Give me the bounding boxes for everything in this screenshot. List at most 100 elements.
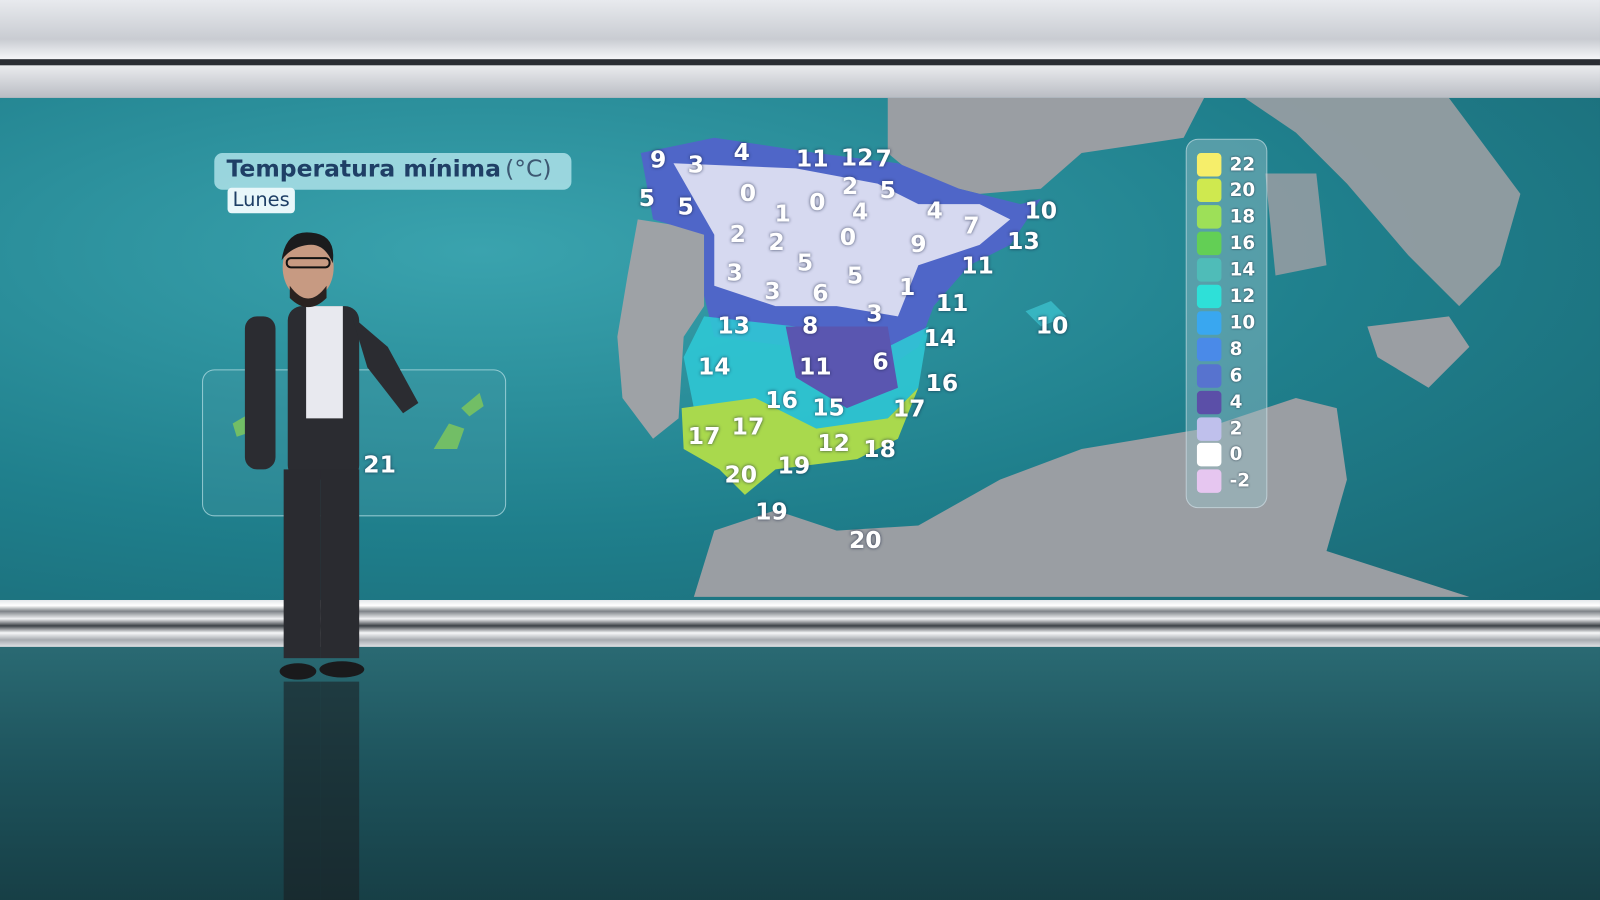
- temperature-label: 7: [875, 145, 892, 173]
- legend-value: 20: [1229, 179, 1256, 202]
- legend-swatch: [1196, 178, 1222, 203]
- temperature-label: 7: [963, 213, 980, 240]
- temperature-label: 9: [910, 231, 927, 259]
- temperature-label: 6: [872, 348, 889, 376]
- legend-item: 10: [1196, 311, 1255, 335]
- spain-interior: [785, 326, 898, 409]
- canary-island-lanzarote: [461, 392, 484, 417]
- temperature-label: 17: [731, 414, 765, 441]
- temperature-label: 4: [926, 197, 943, 225]
- temperature-label: 0: [839, 224, 857, 252]
- legend-swatch: [1196, 469, 1222, 494]
- temperature-label: 12: [840, 144, 874, 172]
- temperature-label: 20: [724, 462, 758, 489]
- temperature-label: 5: [846, 263, 864, 290]
- temperature-label: 10: [1035, 313, 1069, 340]
- temperature-label: 5: [796, 249, 814, 277]
- legend-item: 14: [1196, 258, 1256, 282]
- temperature-label: 0: [809, 189, 826, 217]
- day-badge: Lunes: [227, 187, 295, 214]
- legend-item: 18: [1196, 205, 1256, 229]
- temperature-label: 2: [841, 173, 859, 200]
- portugal-land: [617, 219, 705, 439]
- legend-swatch: [1196, 443, 1222, 467]
- spain-south-warm: [681, 387, 919, 495]
- temperature-label: 18: [863, 436, 896, 464]
- sicily-land: [1367, 316, 1470, 388]
- temperature-label: 13: [717, 313, 751, 340]
- temperature-label: 17: [687, 423, 721, 450]
- temperature-label: 15: [812, 394, 845, 422]
- legend-value: 16: [1229, 232, 1256, 255]
- sardinia-land: [1265, 173, 1327, 276]
- title-unit: (°C): [505, 156, 552, 183]
- spain-snow: [673, 163, 1011, 317]
- ceiling-stripe: [0, 59, 1600, 66]
- temperature-label: 14: [923, 325, 957, 353]
- legend-value: 22: [1229, 153, 1256, 175]
- canary-island-east: [433, 423, 465, 449]
- temperature-label: 19: [755, 498, 788, 526]
- legend-swatch: [1196, 258, 1222, 282]
- canary-temp-label: 21: [363, 452, 396, 479]
- temperature-label: 11: [935, 290, 969, 318]
- legend-item: 12: [1196, 284, 1255, 309]
- legend-swatch: [1196, 390, 1222, 414]
- legend-value: 4: [1229, 391, 1243, 413]
- italy-land: [1244, 97, 1521, 307]
- temperature-label: 11: [798, 354, 832, 381]
- legend-item: 22: [1196, 152, 1256, 177]
- temperature-label: 1: [898, 274, 916, 302]
- temperature-label: 4: [852, 198, 869, 226]
- temperature-label: 0: [739, 180, 757, 208]
- temperature-label: 9: [649, 146, 667, 174]
- legend-swatch: [1196, 416, 1222, 441]
- legend-value: 2: [1229, 417, 1243, 440]
- legend-swatch: [1196, 152, 1222, 177]
- temperature-label: 20: [848, 527, 882, 555]
- title-panel: [214, 153, 572, 190]
- legend-swatch: [1196, 363, 1222, 388]
- legend-item: 2: [1196, 416, 1243, 441]
- temperature-label: 6: [812, 280, 829, 308]
- legend-value: 6: [1229, 364, 1243, 387]
- color-legend: 22 20 18 16 14 12 10 8 6 4 2 0 -2: [1185, 138, 1268, 509]
- map-title: Temperatura mínima (°C): [227, 156, 552, 183]
- presenter-figure: [244, 232, 419, 680]
- temperature-label: 5: [879, 177, 896, 205]
- temperature-label: 4: [733, 139, 751, 167]
- legend-value: 0: [1229, 444, 1243, 466]
- legend-item: 8: [1196, 337, 1243, 362]
- reflective-floor: [0, 646, 1600, 900]
- legend-value: 18: [1229, 206, 1256, 228]
- temperature-label: 1: [774, 201, 791, 228]
- temperature-label: 5: [638, 185, 656, 213]
- legend-item: 6: [1196, 363, 1243, 388]
- temperature-label: 3: [866, 301, 883, 328]
- temperature-label: 3: [687, 152, 705, 179]
- temperature-label: 17: [892, 395, 926, 423]
- legend-value: -2: [1229, 470, 1250, 493]
- title-text: Temperatura mínima: [226, 156, 501, 183]
- africa-land: [693, 397, 1470, 597]
- legend-item: 16: [1196, 231, 1256, 256]
- balearic-islands: [1025, 301, 1067, 327]
- temperature-label: 12: [817, 430, 851, 458]
- legend-item: 20: [1196, 178, 1256, 203]
- legend-swatch: [1196, 205, 1222, 229]
- temperature-label: 16: [925, 370, 959, 397]
- temperature-label: 10: [1024, 197, 1058, 225]
- legend-swatch: [1196, 337, 1222, 362]
- temperature-label: 8: [802, 313, 819, 340]
- presenter-reflection: [283, 681, 360, 900]
- legend-value: 8: [1229, 338, 1243, 360]
- studio-light-stripes: [0, 599, 1600, 647]
- temperature-label: 3: [726, 260, 743, 287]
- temperature-label: 14: [697, 354, 731, 381]
- temperature-label: 16: [765, 387, 798, 415]
- legend-swatch: [1196, 231, 1222, 256]
- legend-value: 14: [1229, 259, 1256, 281]
